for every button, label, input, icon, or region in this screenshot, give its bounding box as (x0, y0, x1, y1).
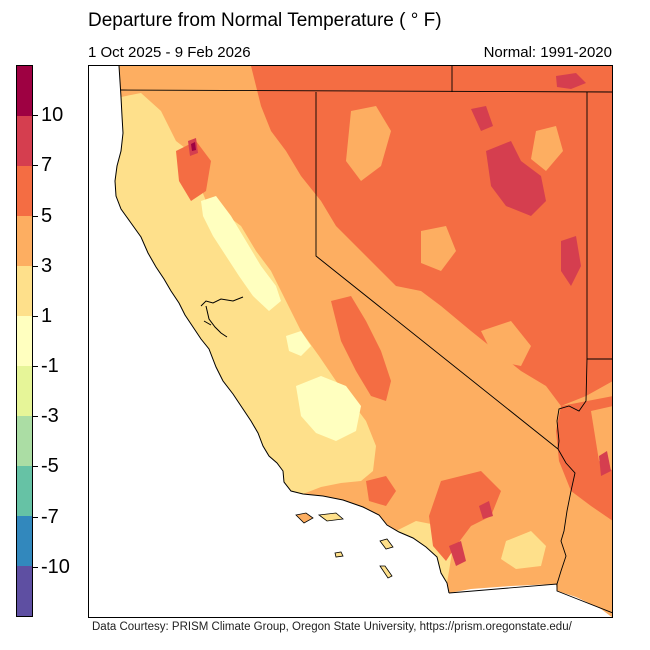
zone-neutral-small (286, 331, 311, 356)
colorbar-tick-label: -3 (41, 405, 59, 428)
temperature-anomaly-map (114, 66, 612, 617)
colorbar-tick (33, 265, 38, 267)
zone-3-to-5-nv-patch2 (421, 226, 456, 271)
zone-7-to-10-nv-central (486, 141, 546, 216)
border-oregon (120, 89, 612, 93)
map-title: Departure from Normal Temperature ( ° F) (88, 10, 442, 31)
zone-over-10 (191, 142, 196, 151)
colorbar-tick (33, 416, 38, 418)
zone-5-to-7-sierra (331, 296, 391, 401)
colorbar (16, 65, 33, 617)
zone-3-to-5-nv-patch4 (481, 321, 531, 366)
normal-period: Normal: 1991-2020 (483, 44, 612, 61)
colorbar-tick (33, 115, 38, 117)
zone-3-to-5-nv-patch1 (346, 106, 391, 181)
zone-neutral-sjv (296, 376, 361, 441)
sf-bay (200, 296, 244, 338)
colorbar-tick-label: 5 (41, 204, 53, 227)
colorbar-tick-label: 1 (41, 304, 53, 327)
zone-5-to-7-socal (429, 471, 501, 561)
colorbar-tick (33, 315, 38, 317)
colorbar-tick-label: -1 (41, 355, 59, 378)
colorbar-segment (17, 66, 32, 116)
colorbar-tick (33, 566, 38, 568)
colorbar-tick (33, 366, 38, 368)
colorbar-segment (17, 316, 32, 366)
zone-7-to-10-nv-north (471, 106, 493, 131)
zone-neutral-valley (201, 196, 281, 311)
zone-7-to-10-az (599, 451, 611, 476)
island-santa-rosa (295, 512, 314, 524)
colorbar-tick-label: -7 (41, 505, 59, 528)
zone-7-to-10-nv-east (561, 236, 581, 286)
border-mexico (448, 583, 612, 614)
island-santa-cruz (317, 512, 344, 522)
zone-5-to-7-patch (366, 476, 396, 506)
border-nevada-ca (315, 92, 559, 450)
colorbar-segment (17, 366, 32, 416)
zone-3-to-5-nv-patch3 (531, 126, 563, 171)
data-credit: Data Courtesy: PRISM Climate Group, Oreg… (92, 621, 572, 633)
zone-5-to-7-north (176, 141, 211, 201)
colorbar-tick-label: 10 (41, 104, 64, 127)
colorbar-segment (17, 566, 32, 616)
colorbar-tick-label: -10 (41, 555, 70, 578)
colorbar-tick (33, 516, 38, 518)
colorbar-tick (33, 165, 38, 167)
colorbar-tick-label: -5 (41, 455, 59, 478)
colorbar-tick (33, 215, 38, 217)
colorbar-segment (17, 216, 32, 266)
border-ca-arizona (556, 448, 576, 585)
zone-7-to-10-socal (449, 541, 466, 566)
zone-7-to-10-desert (479, 501, 493, 519)
island-san-nicolas (334, 551, 344, 558)
colorbar-tick (33, 466, 38, 468)
zone-7-to-10-nv-ne (556, 73, 586, 89)
colorbar-tick-label: 7 (41, 154, 53, 177)
colorbar-segment (17, 166, 32, 216)
map-frame (88, 65, 613, 618)
colorbar-segment (17, 416, 32, 466)
colorbar-segment (17, 466, 32, 516)
border-nevada-arizona (556, 358, 588, 450)
island-santa-catalina (379, 538, 394, 550)
colorbar-segment (17, 516, 32, 566)
date-range: 1 Oct 2025 - 9 Feb 2026 (88, 44, 251, 61)
colorbar-segment (17, 116, 32, 166)
colorbar-segment (17, 266, 32, 316)
island-san-clemente (379, 565, 393, 579)
colorbar-tick-label: 3 (41, 254, 53, 277)
zone-1-to-3-desert (501, 531, 546, 569)
coastline (114, 66, 450, 594)
